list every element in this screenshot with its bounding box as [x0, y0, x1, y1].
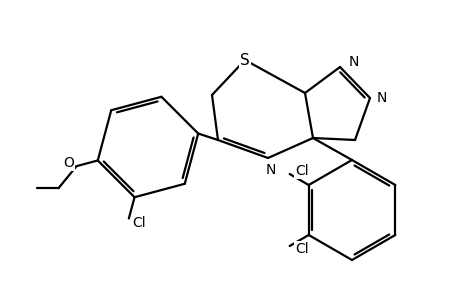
Text: N: N	[265, 163, 275, 177]
Text: O: O	[63, 156, 74, 170]
Text: Cl: Cl	[294, 242, 308, 256]
Text: Cl: Cl	[132, 217, 146, 230]
Text: Cl: Cl	[294, 164, 308, 178]
Text: N: N	[376, 91, 386, 105]
Text: N: N	[348, 55, 358, 69]
Text: S: S	[240, 52, 249, 68]
